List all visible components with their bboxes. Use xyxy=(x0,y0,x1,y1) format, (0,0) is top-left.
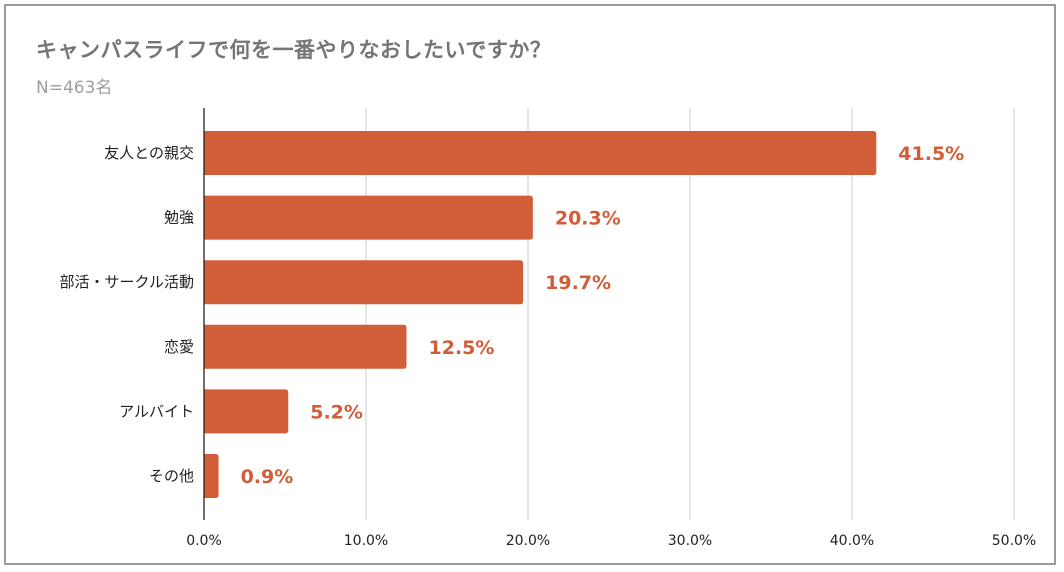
x-tick-label: 30.0% xyxy=(668,533,712,549)
bar xyxy=(204,389,289,434)
data-label: 5.2% xyxy=(310,401,363,423)
category-label: 部活・サークル活動 xyxy=(59,273,194,291)
bars xyxy=(204,131,877,498)
category-label: アルバイト xyxy=(119,402,194,420)
category-label: 友人との親交 xyxy=(104,144,194,162)
data-label: 12.5% xyxy=(429,337,495,359)
bar xyxy=(204,131,877,175)
category-label: 勉強 xyxy=(164,209,194,227)
category-label: その他 xyxy=(149,467,194,485)
grid-lines xyxy=(365,108,1015,520)
bar xyxy=(204,454,219,498)
bar xyxy=(204,195,533,240)
chart-title: キャンパスライフで何を一番やりなおしたいですか？ xyxy=(36,38,552,62)
bar xyxy=(204,260,524,305)
x-tick-label: 20.0% xyxy=(506,533,550,549)
chart-frame xyxy=(4,4,1056,565)
x-tick-label: 40.0% xyxy=(830,533,874,549)
x-tick-label: 50.0% xyxy=(992,533,1036,549)
data-label: 41.5% xyxy=(898,143,964,165)
chart-subtitle: N=463名 xyxy=(36,78,113,98)
bar xyxy=(204,324,407,369)
data-label: 19.7% xyxy=(545,272,611,294)
category-label: 恋愛 xyxy=(164,338,194,356)
data-label: 0.9% xyxy=(241,466,294,488)
labels: 0.0% 10.0% 20.0% 30.0% 40.0% 50.0% 友人との親交 41.5%… xyxy=(59,143,1036,549)
x-tick-label: 10.0% xyxy=(344,533,388,549)
x-tick-label: 0.0% xyxy=(186,533,222,549)
data-label: 20.3% xyxy=(555,208,621,230)
